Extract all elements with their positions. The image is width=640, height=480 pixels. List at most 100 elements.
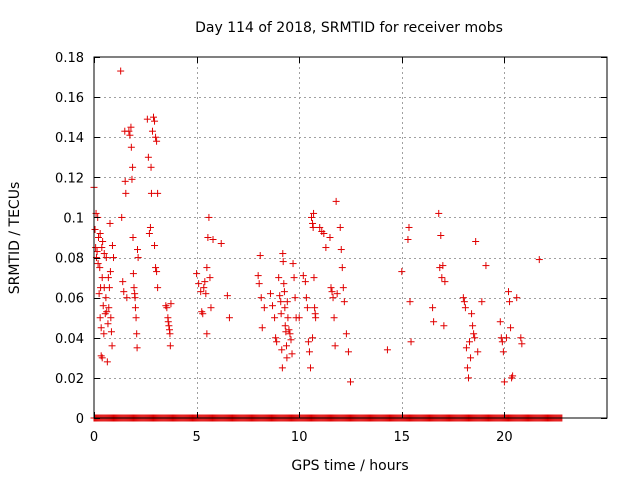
data-point xyxy=(99,238,107,246)
data-point xyxy=(280,280,288,288)
data-point xyxy=(96,264,104,272)
data-point xyxy=(405,223,413,231)
data-point xyxy=(283,354,291,362)
x-tick-label: 15 xyxy=(394,430,411,445)
grid-lines xyxy=(94,57,607,418)
data-point xyxy=(144,153,152,161)
data-point xyxy=(287,336,295,344)
data-point xyxy=(164,318,172,326)
data-point xyxy=(280,288,288,296)
data-point xyxy=(260,304,268,312)
data-point xyxy=(295,314,303,322)
data-point xyxy=(96,229,104,237)
data-point xyxy=(322,244,330,252)
data-point xyxy=(254,272,262,280)
axis-ticks xyxy=(94,57,607,419)
data-point xyxy=(474,348,482,356)
data-point xyxy=(517,334,525,342)
data-point xyxy=(283,298,291,306)
data-point xyxy=(278,346,286,354)
data-point xyxy=(326,234,334,241)
data-point xyxy=(197,288,205,296)
data-point xyxy=(383,346,391,354)
data-point xyxy=(134,254,142,262)
data-point xyxy=(217,240,225,248)
data-point xyxy=(204,234,212,241)
y-tick-label: 0.12 xyxy=(55,171,84,186)
data-point xyxy=(277,310,285,318)
data-point xyxy=(289,260,297,268)
data-point xyxy=(202,290,210,298)
data-point xyxy=(277,298,285,306)
data-point xyxy=(269,302,277,310)
data-point xyxy=(398,268,406,276)
data-point xyxy=(471,334,479,342)
data-point xyxy=(131,294,139,302)
data-point xyxy=(347,378,354,386)
data-point xyxy=(279,250,287,258)
data-point xyxy=(129,270,137,278)
data-point xyxy=(100,250,108,258)
data-point xyxy=(309,223,317,231)
data-point xyxy=(469,322,477,330)
data-point xyxy=(193,270,201,278)
data-point xyxy=(95,234,103,241)
data-point xyxy=(288,350,296,358)
data-point xyxy=(286,330,294,338)
data-point xyxy=(154,189,162,197)
data-point xyxy=(430,318,438,326)
data-point xyxy=(404,236,412,244)
data-point xyxy=(340,298,348,306)
data-point xyxy=(133,330,141,338)
data-point xyxy=(316,223,324,231)
data-point xyxy=(147,189,155,197)
x-tick-label: 10 xyxy=(291,430,308,445)
data-point xyxy=(464,374,472,382)
data-point xyxy=(463,364,471,372)
data-point xyxy=(134,246,142,254)
data-point xyxy=(435,209,443,217)
y-tick-label: 0.08 xyxy=(55,252,84,267)
data-point xyxy=(505,288,513,296)
tick-labels: 0 0.02 0.04 0.06 0.08 0.1 0.12 0.14 0.16 0.18 0 5 10… xyxy=(55,51,513,445)
data-point xyxy=(342,330,350,338)
data-point xyxy=(123,294,131,302)
x-axis-title: GPS time / hours xyxy=(291,458,408,474)
data-point xyxy=(126,131,134,139)
data-point xyxy=(105,304,113,312)
data-point xyxy=(459,294,467,302)
data-point xyxy=(127,143,135,151)
data-point xyxy=(309,334,317,342)
data-point xyxy=(200,284,208,292)
data-point xyxy=(275,274,283,282)
data-point xyxy=(152,133,160,141)
y-tick-label: 0.02 xyxy=(55,372,84,387)
y-tick-label: 0.18 xyxy=(55,51,84,66)
data-point xyxy=(330,314,338,322)
data-point xyxy=(102,254,110,262)
data-point xyxy=(498,338,506,346)
data-point xyxy=(467,354,475,362)
data-point xyxy=(499,348,507,356)
data-point xyxy=(256,252,264,260)
data-point xyxy=(108,342,116,350)
data-point xyxy=(120,288,128,296)
data-point xyxy=(146,223,154,231)
data-point xyxy=(320,229,328,237)
data-point xyxy=(466,338,474,346)
data-point xyxy=(535,256,543,264)
data-point xyxy=(97,324,105,332)
data-point xyxy=(165,322,173,330)
data-point xyxy=(257,294,265,302)
data-point xyxy=(500,378,508,386)
data-point xyxy=(299,272,307,280)
data-point xyxy=(407,338,415,346)
data-points xyxy=(90,67,566,422)
data-point xyxy=(143,115,151,123)
data-point xyxy=(95,290,103,298)
data-point xyxy=(496,318,504,326)
data-point xyxy=(131,304,139,312)
data-point xyxy=(166,342,174,350)
data-point xyxy=(258,324,266,332)
data-point xyxy=(107,328,115,336)
